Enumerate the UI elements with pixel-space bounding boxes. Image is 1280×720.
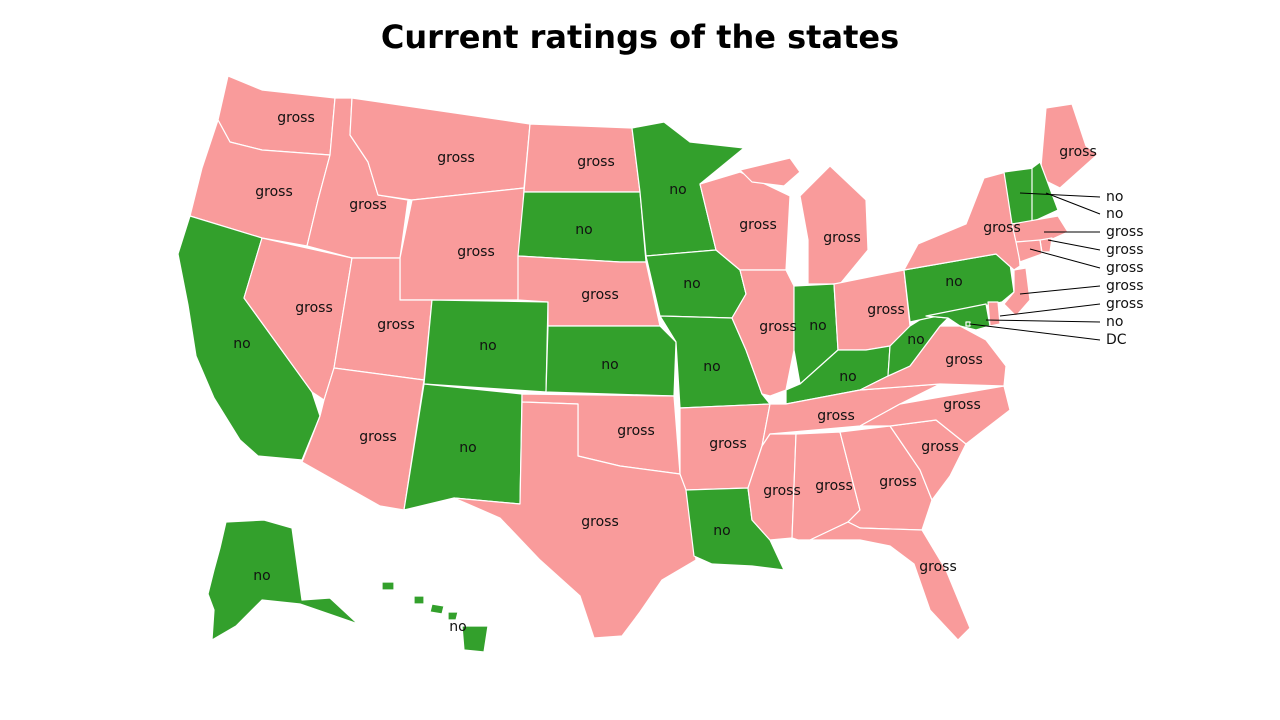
state-label-pa: no	[945, 274, 962, 290]
state-ak	[207, 519, 359, 641]
state-label-al: gross	[815, 478, 853, 494]
state-label-hi: no	[449, 619, 466, 635]
leader-line-nj	[1019, 285, 1101, 295]
state-label-mt: gross	[437, 150, 475, 166]
state-mi	[739, 157, 801, 187]
state-nh	[1031, 161, 1059, 223]
state-dc	[965, 321, 971, 327]
state-il	[731, 269, 795, 397]
map-title: Current ratings of the states	[380, 18, 900, 56]
state-label-nh: no	[1106, 206, 1123, 222]
state-label-md: no	[1106, 314, 1123, 330]
state-hi	[461, 625, 489, 653]
leader-line-md	[985, 319, 1101, 323]
state-wv	[887, 315, 949, 377]
state-label-la: no	[713, 523, 730, 539]
state-label-ca: no	[233, 336, 250, 352]
state-hi	[413, 595, 425, 605]
state-me	[1039, 103, 1099, 189]
leader-line-nh	[1045, 192, 1101, 215]
state-label-ga: gross	[879, 474, 917, 490]
state-ma	[1011, 215, 1069, 243]
state-label-wa: gross	[277, 110, 315, 126]
state-label-nv: gross	[295, 300, 333, 316]
state-label-sd: no	[575, 222, 592, 238]
state-shapes	[177, 75, 1099, 653]
state-label-wv: no	[907, 332, 924, 348]
state-label-de: gross	[1106, 296, 1144, 312]
state-ct	[1015, 239, 1043, 263]
state-label-ct: gross	[1106, 260, 1144, 276]
state-label-co: no	[479, 338, 496, 354]
state-label-wy: gross	[457, 244, 495, 260]
state-label-az: gross	[359, 429, 397, 445]
leader-lines	[969, 192, 1101, 341]
state-hi	[429, 603, 445, 615]
state-label-tx: gross	[581, 514, 619, 530]
state-label-ia: no	[683, 276, 700, 292]
state-label-id: gross	[349, 197, 387, 213]
state-label-tn: gross	[817, 408, 855, 424]
state-nj	[1003, 267, 1031, 317]
state-ks	[545, 325, 677, 397]
state-tx	[453, 401, 697, 639]
state-mi	[799, 165, 869, 285]
state-labels: gross gross no gross gross gross gross gross gro…	[233, 110, 1143, 635]
state-label-ks: no	[601, 357, 618, 373]
state-label-ak: no	[253, 568, 270, 584]
state-label-ok: gross	[617, 423, 655, 439]
state-label-nm: no	[459, 440, 476, 456]
state-label-dc: DC	[1106, 332, 1127, 348]
state-label-ms: gross	[763, 483, 801, 499]
leader-line-dc	[969, 323, 1101, 341]
state-label-mi: gross	[823, 230, 861, 246]
leader-line-vt	[1019, 192, 1101, 198]
state-label-ny: gross	[983, 220, 1021, 236]
state-fl	[809, 521, 971, 641]
state-label-fl: gross	[919, 559, 957, 575]
state-label-vt: no	[1106, 189, 1123, 205]
state-label-sc: gross	[921, 439, 959, 455]
state-label-nd: gross	[577, 154, 615, 170]
state-label-wi: gross	[739, 217, 777, 233]
state-label-oh: gross	[867, 302, 905, 318]
state-label-ar: gross	[709, 436, 747, 452]
state-label-ky: no	[839, 369, 856, 385]
state-hi	[381, 581, 395, 591]
state-nc	[859, 385, 1011, 445]
state-label-in: no	[809, 318, 826, 334]
leader-line-ri	[1047, 239, 1101, 251]
state-label-ut: gross	[377, 317, 415, 333]
leader-line-de	[999, 303, 1101, 317]
state-label-il: gross	[759, 319, 797, 335]
state-hi	[447, 611, 459, 621]
state-label-mo: no	[703, 359, 720, 375]
state-label-mn: no	[669, 182, 686, 198]
state-label-nj: gross	[1106, 278, 1144, 294]
leader-line-ct	[1029, 248, 1101, 269]
state-md	[925, 303, 991, 331]
state-label-nc: gross	[943, 397, 981, 413]
state-label-me: gross	[1059, 144, 1097, 160]
state-label-ri: gross	[1106, 242, 1144, 258]
state-label-va: gross	[945, 352, 983, 368]
state-mt	[349, 97, 531, 201]
state-label-ne: gross	[581, 287, 619, 303]
state-label-ma: gross	[1106, 224, 1144, 240]
state-label-or: gross	[255, 184, 293, 200]
